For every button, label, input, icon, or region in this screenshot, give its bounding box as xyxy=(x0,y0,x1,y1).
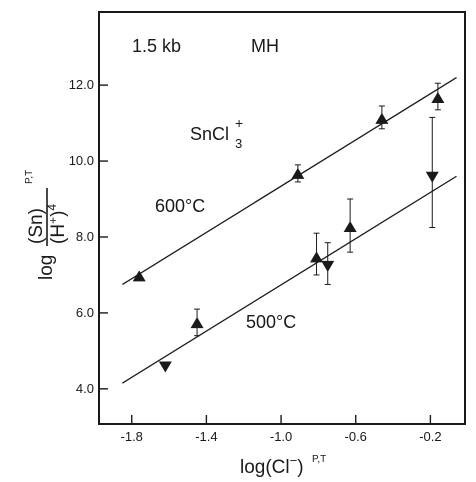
x-label-pt: P,T xyxy=(312,454,326,465)
pressure-annotation: 1.5 kb xyxy=(132,36,181,56)
y-tick-label: 12.0 xyxy=(69,77,94,92)
x-tick-label: -1.8 xyxy=(121,429,143,444)
buffer-annotation: MH xyxy=(251,36,279,56)
data-point xyxy=(343,220,357,233)
plot-frame xyxy=(98,11,466,425)
y-den-pow: 4 xyxy=(45,204,59,211)
series-label-600: 600°C xyxy=(155,196,205,216)
x-axis-label: log(Cl−) P,T xyxy=(240,453,326,478)
x-axis-label-text: log(Cl−) xyxy=(240,453,304,478)
y-label-numerator: (Sn) xyxy=(26,208,47,244)
species-label: SnCl xyxy=(190,124,229,144)
species-superscript: + xyxy=(235,115,243,131)
fit-line-500 xyxy=(122,175,457,384)
x-label-main: log(Cl xyxy=(240,457,290,478)
data-point xyxy=(158,361,172,373)
y-label-denominator: (H+)4 xyxy=(45,204,69,244)
series-label-500: 500°C xyxy=(246,312,296,332)
data-point xyxy=(375,112,389,124)
y-tick-label: 10.0 xyxy=(69,153,94,168)
x-tick-label: -0.6 xyxy=(345,429,367,444)
y-label-prefix: log xyxy=(36,255,57,280)
y-tick-label: 8.0 xyxy=(76,229,94,244)
x-tick-label: -0.2 xyxy=(419,429,441,444)
y-den-main: (H xyxy=(48,224,69,244)
fit-lines xyxy=(122,76,457,384)
data-point xyxy=(425,171,439,183)
data-point xyxy=(132,270,146,282)
x-label-sup: − xyxy=(290,453,298,468)
x-tick-label: -1.0 xyxy=(270,429,292,444)
axis-ticks: -1.8 -1.4 -1.0 -0.6 -0.2 4.0 6.0 8.0 10.0 12.0 xyxy=(69,77,442,444)
fit-line-600 xyxy=(122,76,457,285)
y-axis-label: log (Sn) (H+)4 P,T xyxy=(24,170,69,280)
species-annotation: SnCl 3 + xyxy=(190,115,243,151)
data-point xyxy=(431,91,445,103)
y-label-pt: P,T xyxy=(24,170,35,184)
x-label-close: ) xyxy=(297,457,303,478)
y-den-close: ) xyxy=(48,211,69,217)
data-markers xyxy=(132,91,445,373)
data-point xyxy=(321,260,335,272)
y-tick-label: 6.0 xyxy=(76,305,94,320)
data-point xyxy=(291,167,305,179)
y-den-sup: + xyxy=(46,217,60,224)
x-tick-label: -1.4 xyxy=(195,429,217,444)
data-point xyxy=(310,251,324,263)
data-point xyxy=(190,317,204,329)
species-subscript: 3 xyxy=(235,136,242,151)
y-tick-label: 4.0 xyxy=(76,381,94,396)
